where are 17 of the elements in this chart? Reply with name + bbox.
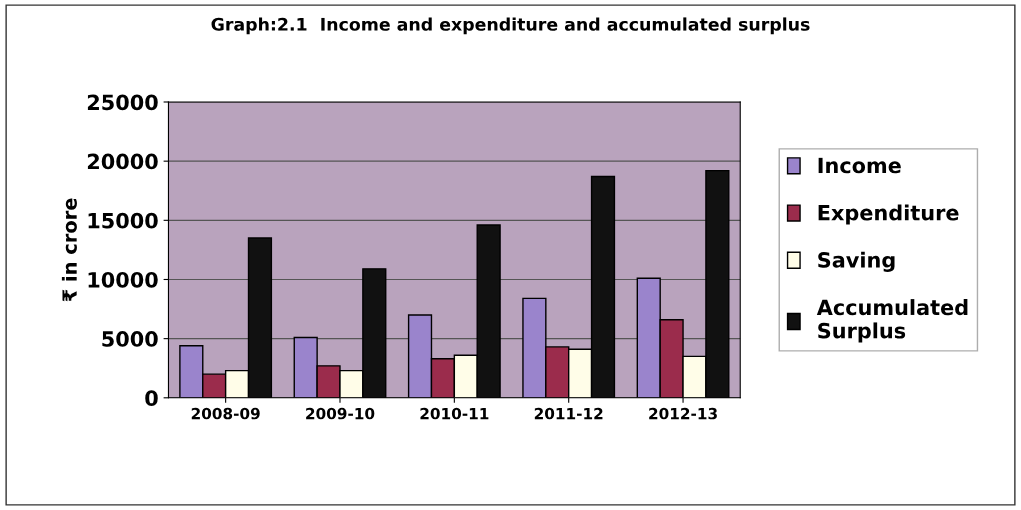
y-tick-label: 0 (145, 390, 158, 407)
x-tick-label: 2009-10 (306, 407, 375, 420)
x-tick-label: 2010-11 (420, 407, 489, 420)
chart-title: Graph:2.1 Income and expenditure and accumulated surplus (211, 17, 810, 35)
legend-label: Accumulated Surplus (816, 299, 968, 343)
y-tick-label: 10000 (88, 271, 158, 288)
y-tick-label: 20000 (87, 153, 158, 170)
y-tick-label: 15000 (88, 212, 158, 229)
x-tick-label: 2011-12 (534, 407, 603, 420)
legend-label: Saving (818, 251, 895, 273)
legend-label: Expenditure (818, 204, 959, 225)
y-tick-label: 5000 (102, 331, 158, 347)
y-axis-title: ₹ in crore (61, 198, 77, 302)
legend-label: Income (818, 157, 901, 174)
x-tick-label: 2008-09 (191, 407, 260, 420)
x-tick-label: 2012-13 (649, 407, 717, 420)
y-tick-label: 25000 (87, 94, 158, 111)
